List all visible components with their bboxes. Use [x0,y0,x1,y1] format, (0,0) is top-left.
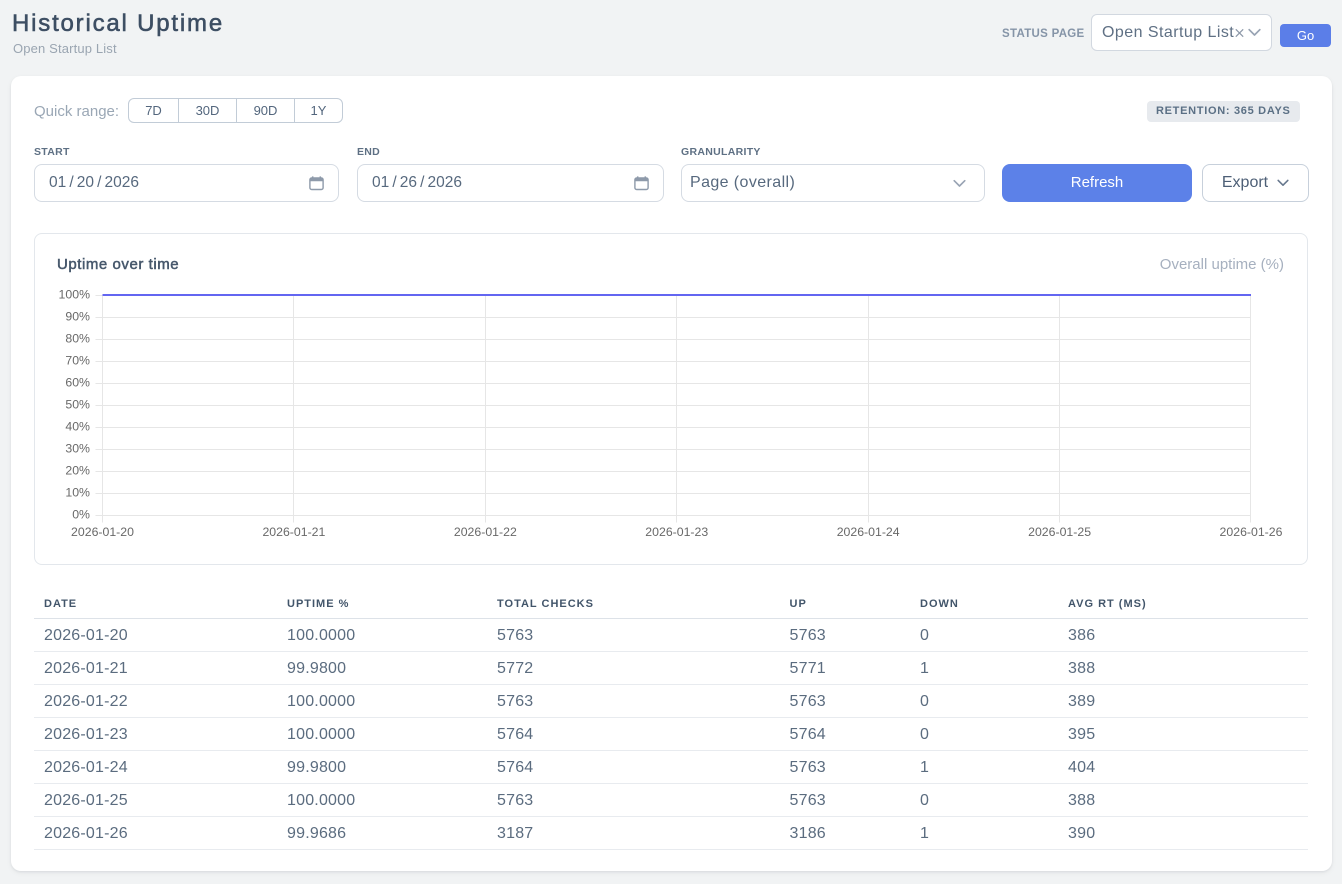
svg-text:2026-01-25: 2026-01-25 [1028,525,1091,539]
svg-text:90%: 90% [65,310,90,324]
svg-text:10%: 10% [65,486,90,500]
svg-text:2026-01-21: 2026-01-21 [262,525,325,539]
svg-text:70%: 70% [65,354,90,368]
svg-text:2026-01-26: 2026-01-26 [1220,525,1283,539]
svg-text:30%: 30% [65,442,90,456]
svg-text:80%: 80% [65,332,90,346]
svg-text:0%: 0% [72,508,90,522]
svg-text:100%: 100% [59,288,91,302]
svg-text:40%: 40% [65,420,90,434]
svg-text:2026-01-22: 2026-01-22 [454,525,517,539]
svg-text:20%: 20% [65,464,90,478]
svg-text:2026-01-24: 2026-01-24 [837,525,900,539]
svg-text:2026-01-23: 2026-01-23 [645,525,708,539]
svg-text:2026-01-20: 2026-01-20 [71,525,134,539]
svg-text:50%: 50% [65,398,90,412]
svg-text:60%: 60% [65,376,90,390]
